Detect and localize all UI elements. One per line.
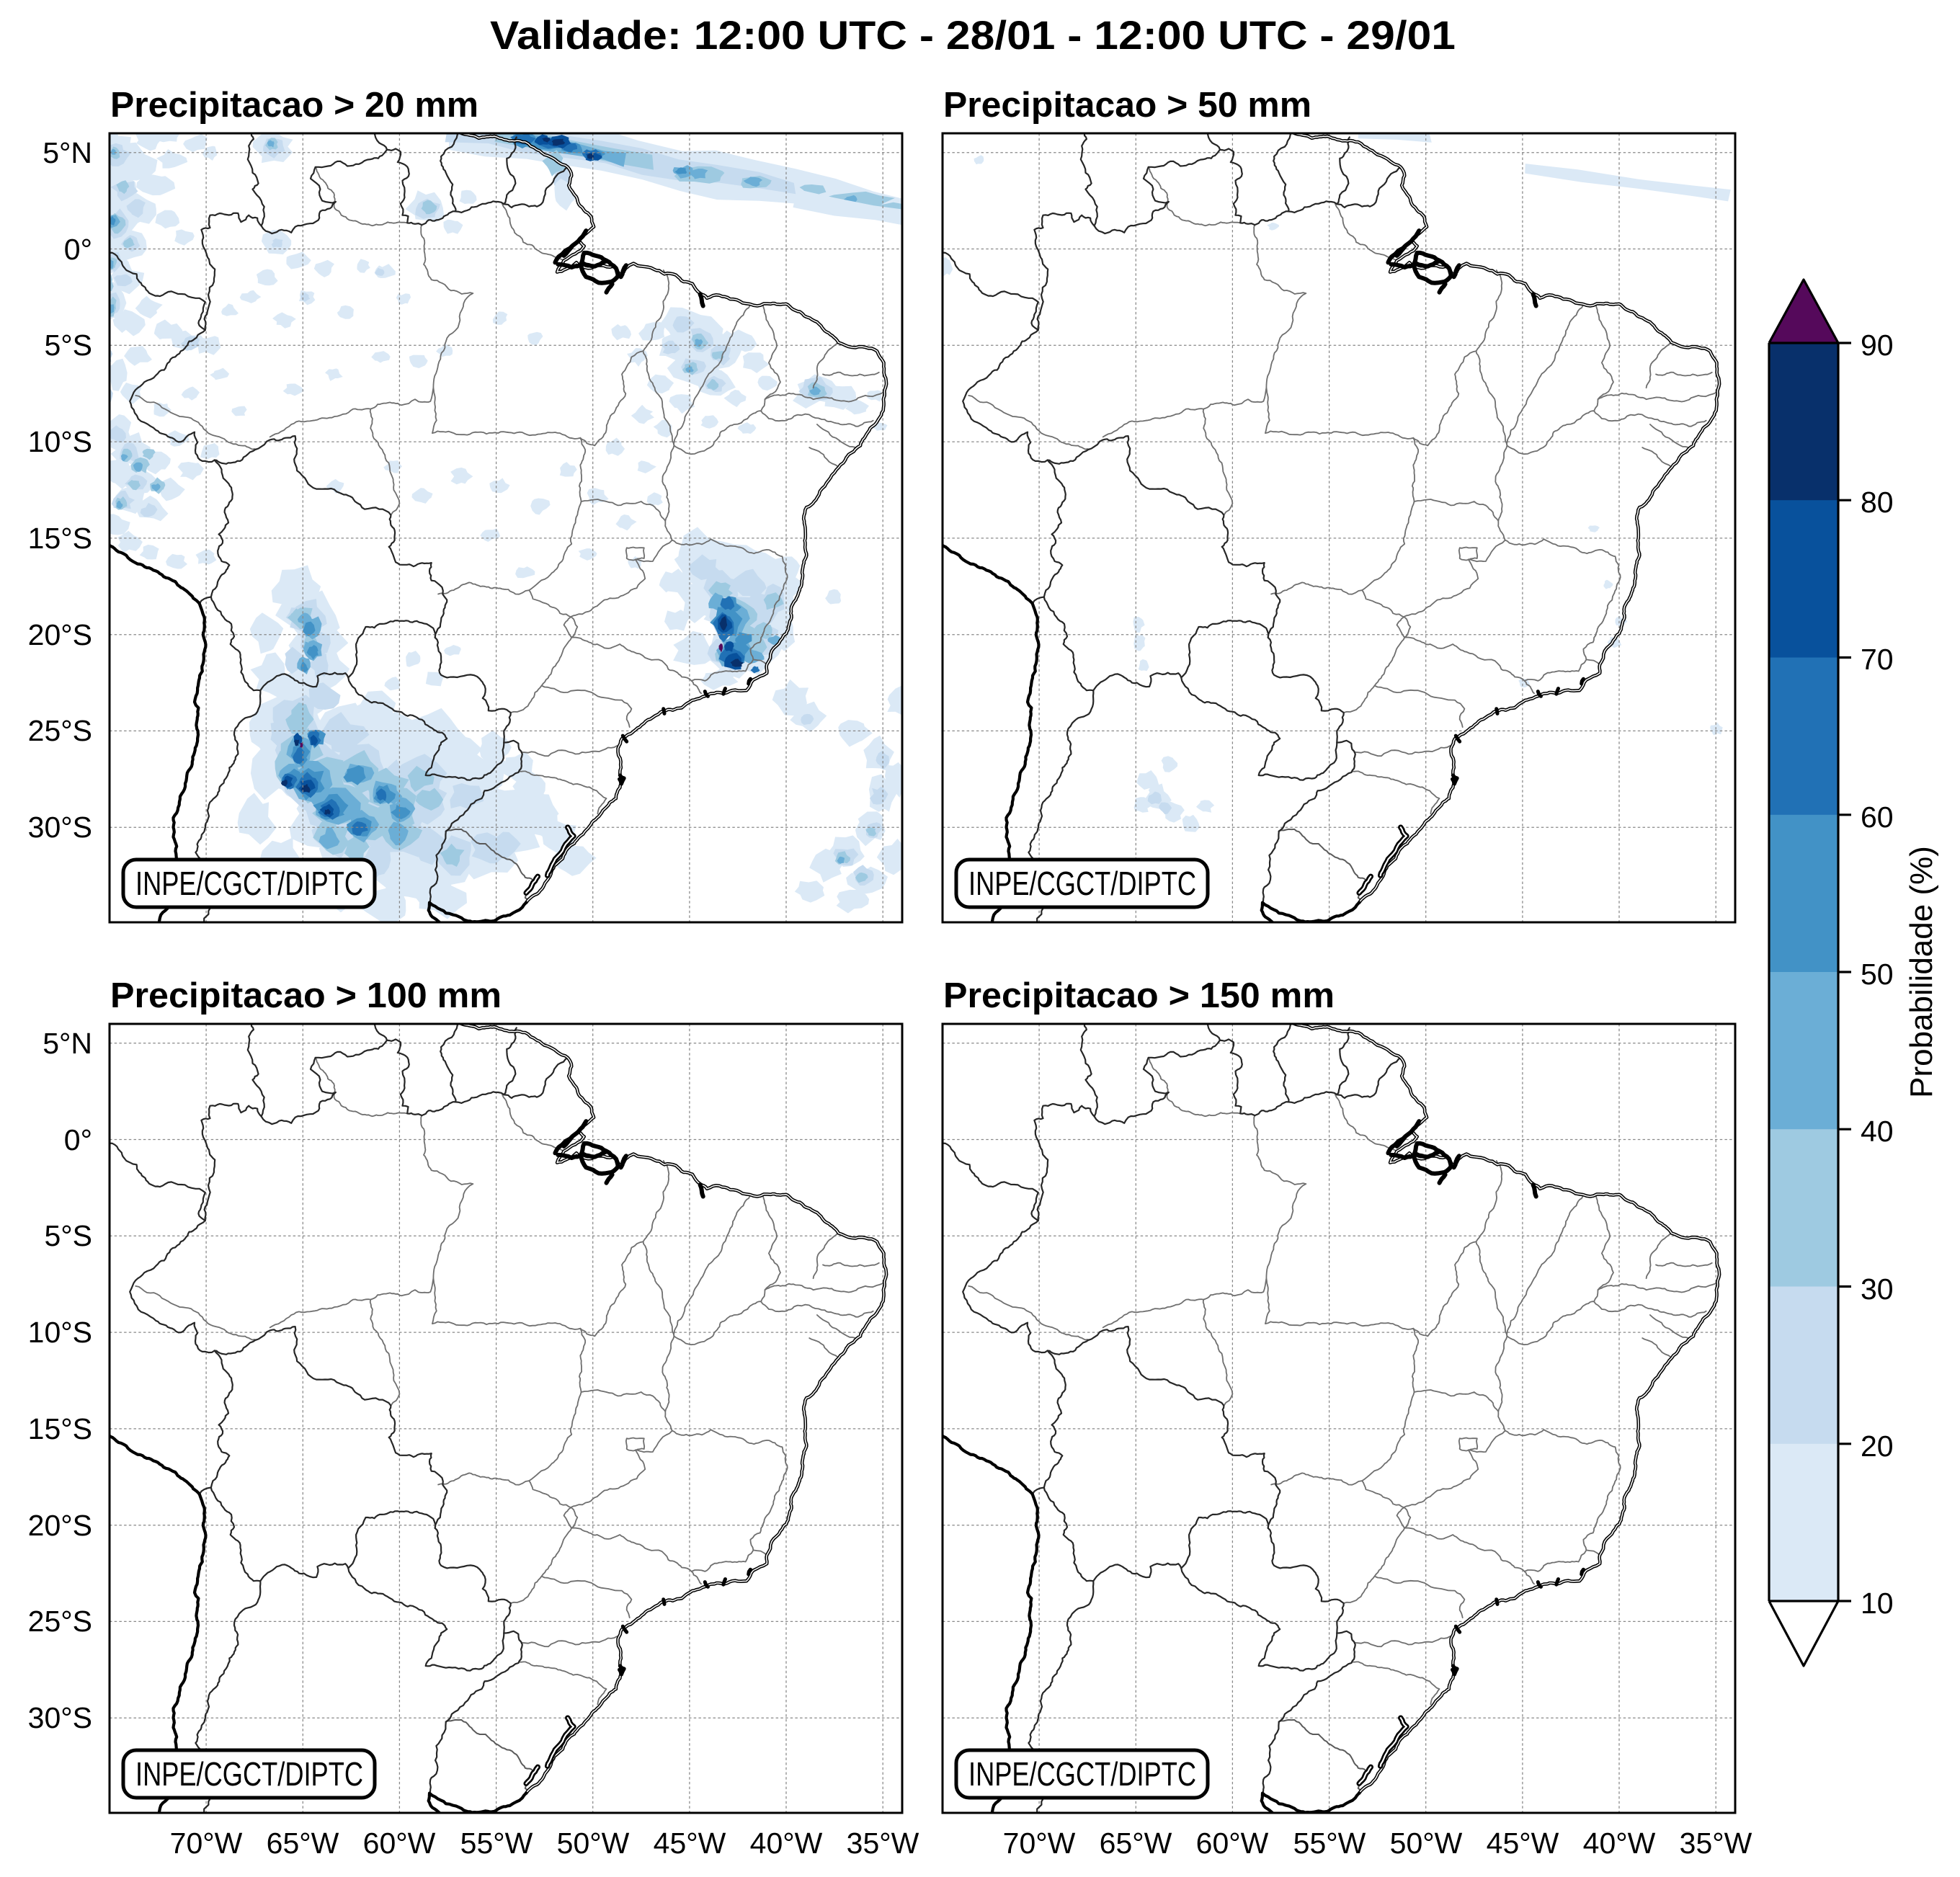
svg-text:20: 20 bbox=[1861, 1430, 1894, 1463]
svg-text:45°W: 45°W bbox=[1487, 1827, 1559, 1860]
svg-text:80: 80 bbox=[1861, 486, 1894, 519]
svg-text:50: 50 bbox=[1861, 958, 1894, 991]
svg-text:60: 60 bbox=[1861, 801, 1894, 834]
svg-text:Precipitacao > 20 mm: Precipitacao > 20 mm bbox=[110, 86, 478, 125]
svg-text:25°S: 25°S bbox=[28, 1605, 92, 1638]
svg-text:25°S: 25°S bbox=[28, 714, 92, 747]
svg-text:10°S: 10°S bbox=[28, 1316, 92, 1349]
svg-text:70°W: 70°W bbox=[170, 1827, 243, 1860]
svg-text:30°S: 30°S bbox=[28, 1701, 92, 1734]
svg-text:45°W: 45°W bbox=[654, 1827, 726, 1860]
svg-text:20°S: 20°S bbox=[28, 618, 92, 651]
svg-text:Validade: 12:00 UTC - 28/01 -: Validade: 12:00 UTC - 28/01 - 12:00 UTC … bbox=[490, 12, 1456, 58]
svg-text:10: 10 bbox=[1861, 1587, 1894, 1620]
svg-text:5°S: 5°S bbox=[44, 329, 92, 362]
svg-text:Precipitacao > 50 mm: Precipitacao > 50 mm bbox=[943, 86, 1311, 125]
svg-text:30: 30 bbox=[1861, 1272, 1894, 1306]
svg-text:30°S: 30°S bbox=[28, 811, 92, 844]
svg-text:0°: 0° bbox=[64, 1123, 92, 1156]
svg-text:Precipitacao > 150 mm: Precipitacao > 150 mm bbox=[943, 976, 1335, 1015]
svg-text:55°W: 55°W bbox=[1293, 1827, 1366, 1860]
svg-text:90: 90 bbox=[1861, 329, 1894, 362]
svg-text:Precipitacao > 100 mm: Precipitacao > 100 mm bbox=[110, 976, 502, 1015]
svg-text:40°W: 40°W bbox=[1583, 1827, 1656, 1860]
svg-text:50°W: 50°W bbox=[557, 1827, 630, 1860]
svg-text:10°S: 10°S bbox=[28, 425, 92, 458]
svg-text:55°W: 55°W bbox=[460, 1827, 533, 1860]
svg-text:60°W: 60°W bbox=[1196, 1827, 1269, 1860]
svg-text:35°W: 35°W bbox=[847, 1827, 919, 1860]
svg-text:70: 70 bbox=[1861, 643, 1894, 676]
svg-text:70°W: 70°W bbox=[1003, 1827, 1076, 1860]
svg-text:60°W: 60°W bbox=[363, 1827, 436, 1860]
svg-text:15°S: 15°S bbox=[28, 1412, 92, 1445]
svg-text:65°W: 65°W bbox=[267, 1827, 339, 1860]
svg-text:5°N: 5°N bbox=[43, 1027, 92, 1060]
svg-text:Probabilidade (%): Probabilidade (%) bbox=[1904, 846, 1939, 1098]
svg-text:35°W: 35°W bbox=[1680, 1827, 1752, 1860]
svg-text:15°S: 15°S bbox=[28, 522, 92, 555]
svg-text:65°W: 65°W bbox=[1100, 1827, 1172, 1860]
svg-text:50°W: 50°W bbox=[1390, 1827, 1463, 1860]
svg-text:40: 40 bbox=[1861, 1115, 1894, 1148]
svg-text:20°S: 20°S bbox=[28, 1509, 92, 1542]
svg-text:5°S: 5°S bbox=[44, 1219, 92, 1252]
svg-text:5°N: 5°N bbox=[43, 136, 92, 169]
svg-text:0°: 0° bbox=[64, 233, 92, 266]
svg-text:40°W: 40°W bbox=[750, 1827, 823, 1860]
